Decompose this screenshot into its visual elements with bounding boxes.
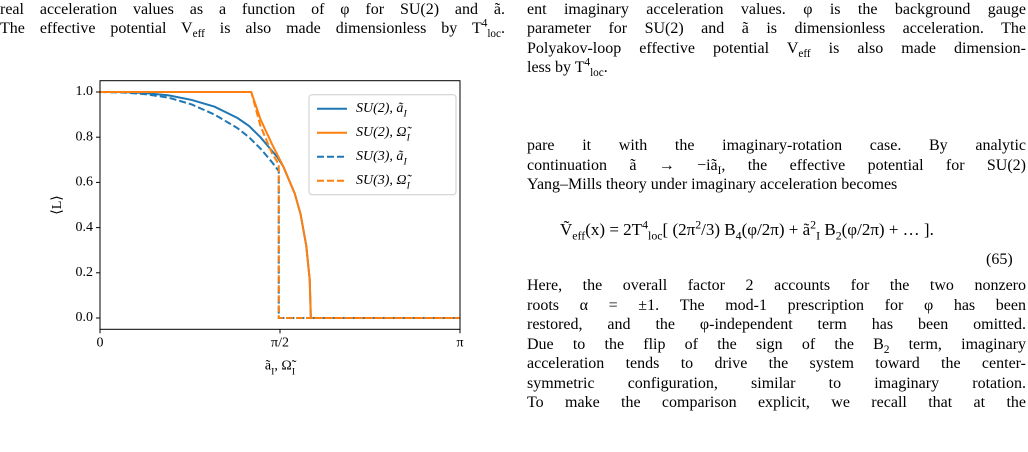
- legend-label: SU(3), ãI: [356, 149, 407, 168]
- line-series: [99, 91, 460, 319]
- caption-line: parameter for SU(2) and ã is dimensionle…: [527, 20, 1026, 37]
- caption-line: less by T4loc.: [527, 56, 608, 80]
- y-axis-label: ⟨L⟩: [50, 195, 65, 214]
- text-line: pare it with the imaginary-rotation case…: [527, 137, 1026, 154]
- y-tick-label: 0.4: [76, 220, 94, 235]
- text-line: To make the comparison explicit, we reca…: [527, 394, 1026, 411]
- text-line: restored, and the φ-independent term has…: [527, 316, 1026, 333]
- text-line: symmetric configuration, similar to imag…: [527, 375, 1026, 392]
- caption-line: Polyakov-loop effective potential Veff i…: [527, 40, 1026, 61]
- y-tick-label: 0.2: [76, 265, 94, 280]
- y-tick-label: 0.6: [76, 175, 94, 190]
- legend-label: SU(2), Ω̃I: [356, 125, 413, 144]
- line-series: [100, 91, 460, 319]
- plot-frame: [99, 80, 461, 330]
- text-line: Here, the overall factor 2 accounts for …: [527, 277, 1026, 294]
- x-axis-label: ãI, Ω̃I: [265, 359, 297, 378]
- text-line: The effective potential Veff is also mad…: [0, 17, 505, 41]
- y-tick-label: 0.0: [76, 310, 94, 325]
- legend-label: SU(3), Ω̃I: [356, 173, 413, 192]
- legend-label: SU(2), ãI: [356, 101, 407, 120]
- x-tick-label: π/2: [271, 336, 289, 351]
- legend-box: [308, 94, 457, 196]
- equation: Ṽeff(x) = 2T4loc[ (2π2/3) B4(φ/2π) + ã2I…: [560, 217, 934, 243]
- text-line: Yang–Mills theory under imaginary accele…: [527, 176, 898, 193]
- x-tick-label: π: [456, 336, 463, 351]
- text-line: roots α = ±1. The mod-1 prescription for…: [527, 297, 1026, 314]
- text-line: acceleration tends to drive the system t…: [527, 355, 1026, 372]
- x-tick-label: 0: [97, 336, 104, 351]
- y-tick-label: 0.8: [76, 129, 94, 144]
- text-line: real acceleration values as a function o…: [0, 1, 505, 18]
- text-line: continuation ã → −iãI, the effective pot…: [527, 157, 1027, 178]
- text-line: Due to the flip of the sign of the B2 te…: [527, 336, 1027, 357]
- caption-line: ent imaginary acceleration values. φ is …: [527, 1, 1026, 18]
- y-tick-label: 1.0: [76, 84, 94, 99]
- equation-number: (65): [986, 251, 1013, 268]
- chart: 0.0 0.2 0.4 0.6 0.8 1.0 0 π/2 π ãI, Ω̃I ⟨L⟩ SU(2), …: [50, 80, 464, 378]
